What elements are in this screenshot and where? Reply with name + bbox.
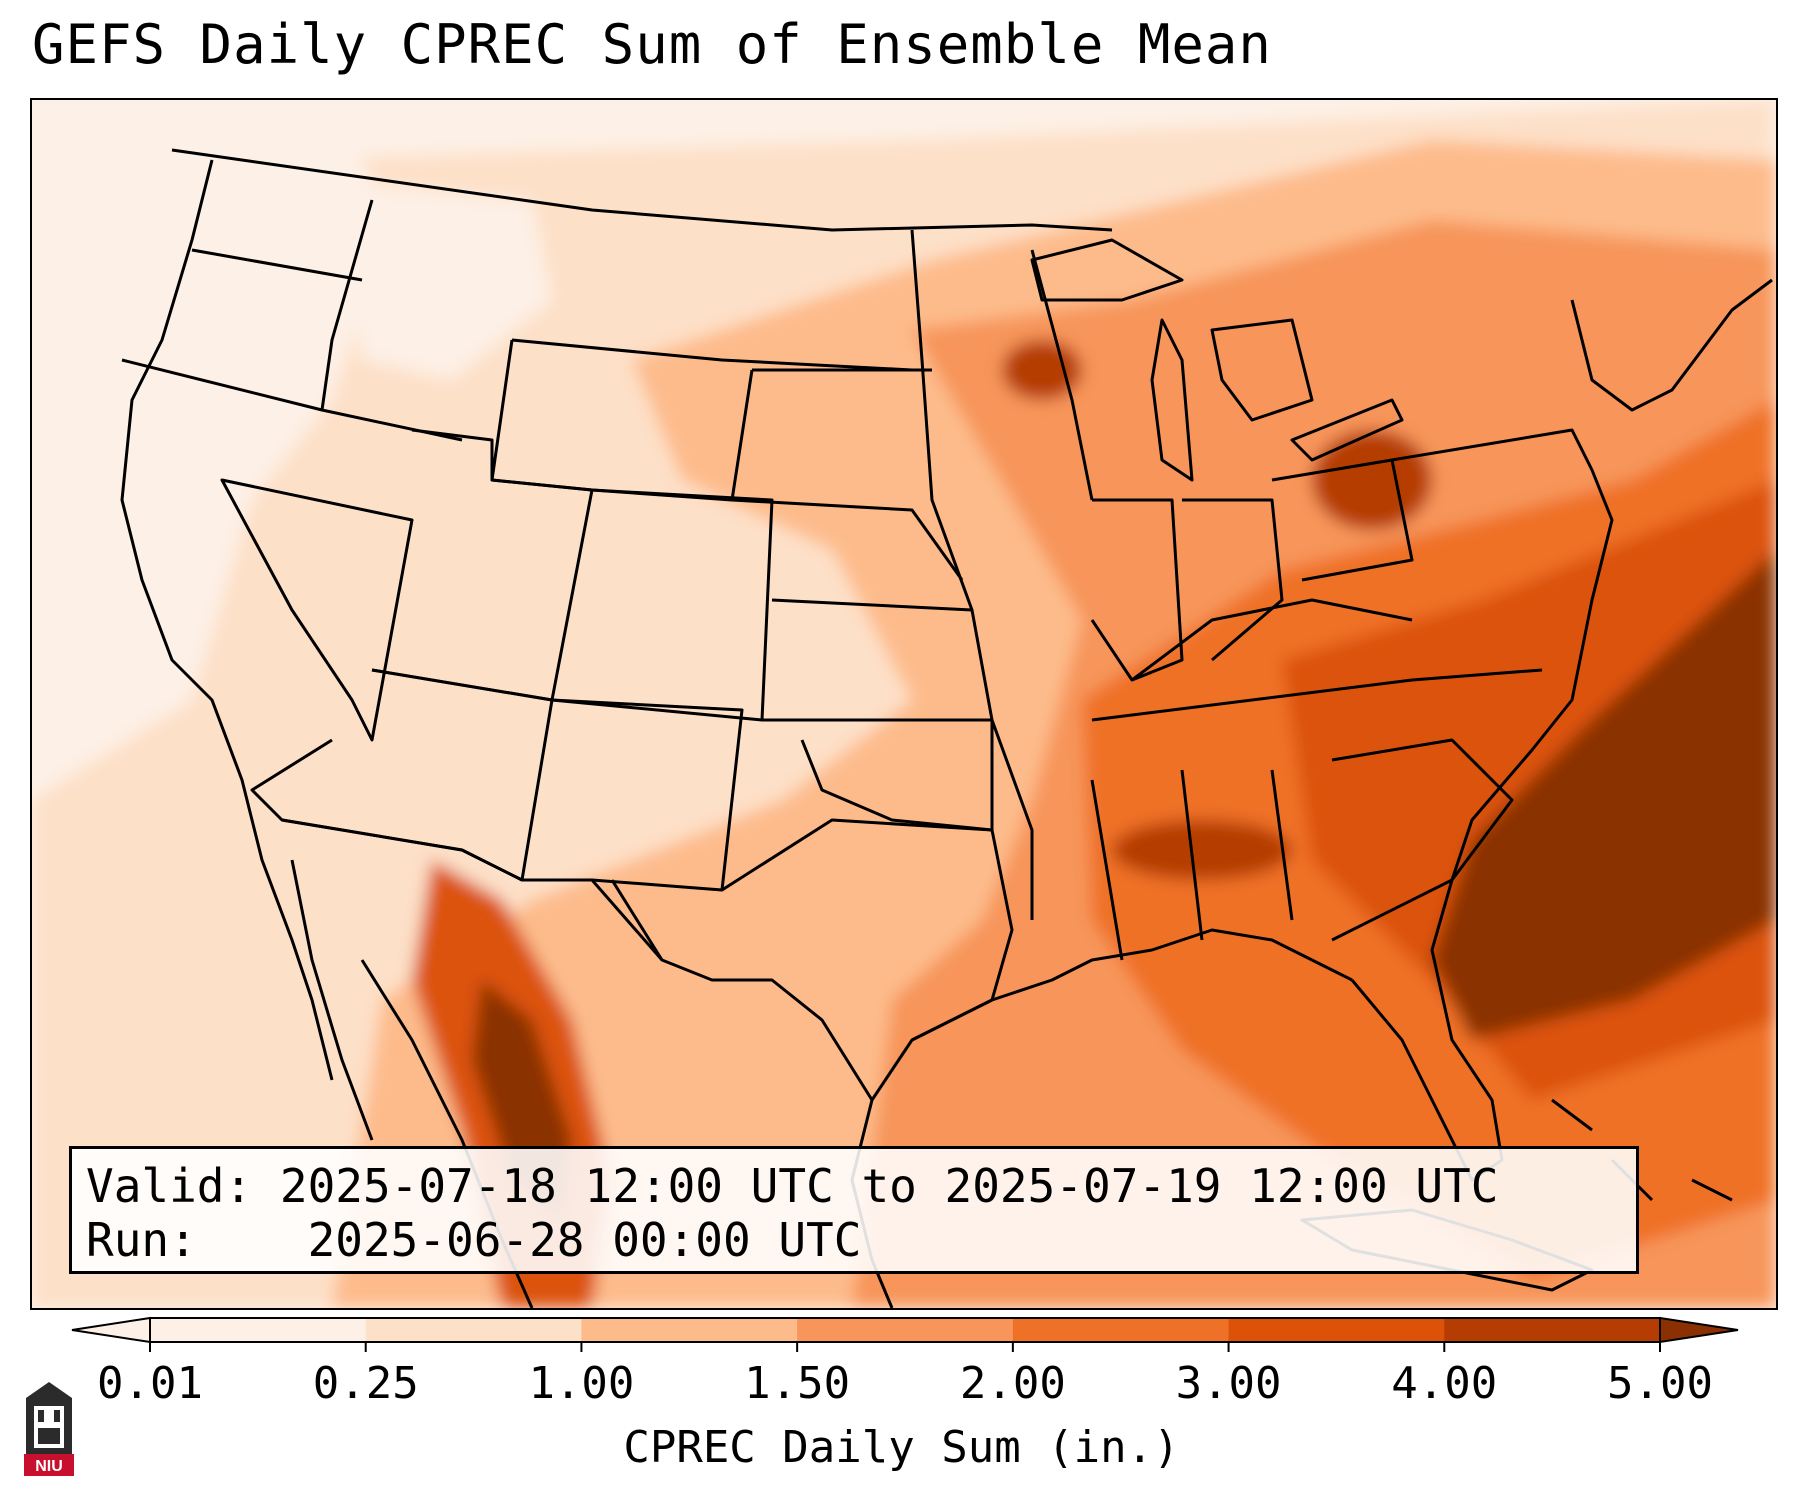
colorbar-tick-label: 0.01 [97,1358,203,1409]
colorbar-tick-label: 2.00 [959,1358,1066,1409]
colorbar-segment [365,1318,582,1342]
lake-michigan [1150,318,1194,482]
colorbar-tick-label: 5.00 [1607,1358,1713,1409]
precip-fields [32,100,1776,1308]
tn-border [1091,668,1543,722]
canada-border [171,148,1113,232]
colorado-border [551,488,774,722]
colorbar-extend-high [1659,1316,1739,1344]
ks-border [771,598,973,612]
ms-al-border [1090,769,1294,961]
ok-border [762,718,994,832]
valid-line: Valid: 2025-07-18 12:00 UTC to 2025-07-1… [86,1159,1622,1213]
atlantic-coast [1350,469,1614,1182]
state-boundaries [120,148,1773,1308]
map-canvas [32,100,1776,1308]
wa-or-border [191,248,363,282]
run-value: 2025-06-28 00:00 UTC [307,1213,862,1267]
lake-superior [1030,238,1184,302]
colorbar-segment [1012,1318,1230,1342]
baja [290,859,374,1141]
colorbar-outline [149,1317,1661,1343]
mexico-border [281,818,664,961]
colorbar [71,1316,1739,1352]
colorbar-tick-label: 0.25 [312,1358,419,1409]
new-england [1570,278,1773,412]
field-pale-west2 [332,180,552,380]
run-label: Run: [86,1213,197,1267]
valid-run-box: Valid: 2025-07-18 12:00 UTC to 2025-07-1… [69,1146,1639,1274]
logo-text: NIU [35,1458,63,1475]
mississippi-border [910,229,1034,920]
pa-ny-border [1391,428,1594,471]
lake-erie [1290,398,1404,462]
colorbar-tick-label: 1.50 [744,1358,851,1409]
precipitation-map: Valid: 2025-07-18 12:00 UTC to 2025-07-1… [30,98,1778,1310]
colorbar-segment [581,1318,798,1342]
field-dark-atlantic [1432,550,1776,1040]
idaho-border [320,199,463,442]
colorbar-label: CPREC Daily Sum (in.) [623,1422,1180,1473]
or-ca-border [121,358,323,412]
colorbar-segment [1228,1318,1445,1342]
nevada-border [220,478,414,742]
colorbar-segment [150,1318,367,1342]
field-dark-wisconsin [1002,340,1082,400]
ne-border [731,498,964,581]
ky-border [1131,598,1413,682]
colorbar-segment [1444,1318,1661,1342]
field-dark-wv [1312,430,1432,530]
mt-wy-border [511,338,913,372]
oh-pa-border [1271,458,1414,582]
colorbar-tick-label: 3.00 [1175,1358,1282,1409]
ga-sc-border [1331,738,1514,942]
il-border [1090,498,1184,682]
in-oh-border [1182,498,1284,662]
niu-logo: NIU [24,1382,74,1476]
colorbar-tick-label: 1.00 [528,1358,635,1409]
run-line: Run: 2025-06-28 00:00 UTC [86,1213,1622,1267]
map-title: GEFS Daily CPREC Sum of Ensemble Mean [32,13,1272,76]
colorbar-segment [797,1318,1014,1342]
lake-huron [1210,318,1314,422]
gulf-coast [911,928,1353,1042]
field-dark-gulf [1112,820,1292,880]
valid-value: 2025-07-18 12:00 UTC to 2025-07-19 12:00… [279,1159,1499,1213]
field-pale-west [32,100,392,800]
pacific-coastline [120,159,334,1081]
texas-border [610,818,1014,1102]
colorbar-tick-label: 4.00 [1391,1358,1498,1409]
colorbar-extend-low [71,1316,151,1344]
valid-label: Valid: [86,1159,253,1213]
